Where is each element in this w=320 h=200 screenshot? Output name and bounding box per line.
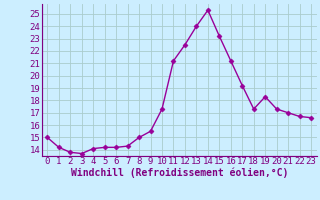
X-axis label: Windchill (Refroidissement éolien,°C): Windchill (Refroidissement éolien,°C) bbox=[70, 168, 288, 178]
